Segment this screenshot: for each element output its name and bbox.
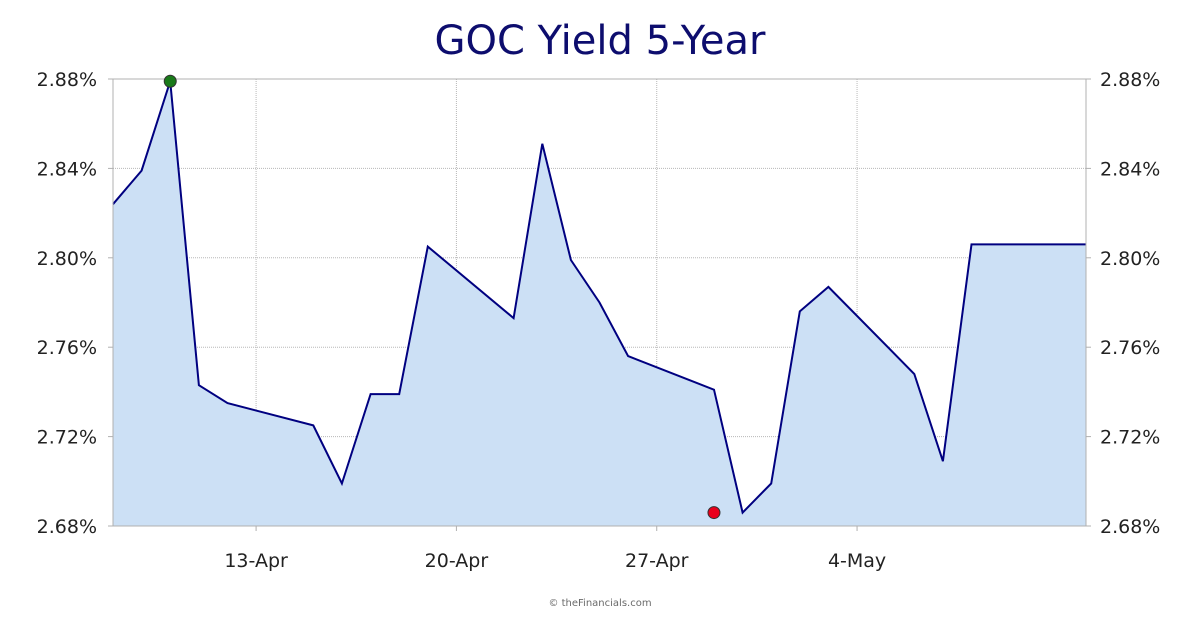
series-line xyxy=(112,80,1086,515)
x-tick-label: 13-Apr xyxy=(224,550,288,572)
axis-layer xyxy=(108,78,1091,531)
y-tick-label-left: 2.80% xyxy=(37,248,97,270)
y-tick-label-right: 2.88% xyxy=(1100,69,1160,91)
high-marker xyxy=(163,74,177,88)
label-layer: 2.68% 2.68% 2.72% 2.72% 2.76% 2.76% 2.80% 2.80%… xyxy=(37,69,1161,572)
y-tick-label-left: 2.84% xyxy=(37,158,97,180)
y-tick-label-right: 2.72% xyxy=(1100,427,1160,449)
y-tick-label-left: 2.68% xyxy=(37,516,97,538)
y-tick-label-right: 2.76% xyxy=(1100,337,1160,359)
y-tick-label-left: 2.72% xyxy=(37,427,97,449)
x-tick-label: 27-Apr xyxy=(625,550,689,572)
x-tick-label: 4-May xyxy=(828,550,886,572)
low-marker xyxy=(707,506,721,520)
x-tick-label: 20-Apr xyxy=(425,550,489,572)
y-tick-label-right: 2.80% xyxy=(1100,248,1160,270)
marker-layer xyxy=(163,74,721,520)
y-tick-label-right: 2.68% xyxy=(1100,516,1160,538)
y-tick-label-right: 2.84% xyxy=(1100,158,1160,180)
area-layer xyxy=(112,80,1086,526)
credit-text: © theFinancials.com xyxy=(548,598,652,609)
y-tick-label-left: 2.88% xyxy=(37,69,97,91)
y-tick-label-left: 2.76% xyxy=(37,337,97,359)
chart-title: GOC Yield 5-Year xyxy=(434,18,766,64)
